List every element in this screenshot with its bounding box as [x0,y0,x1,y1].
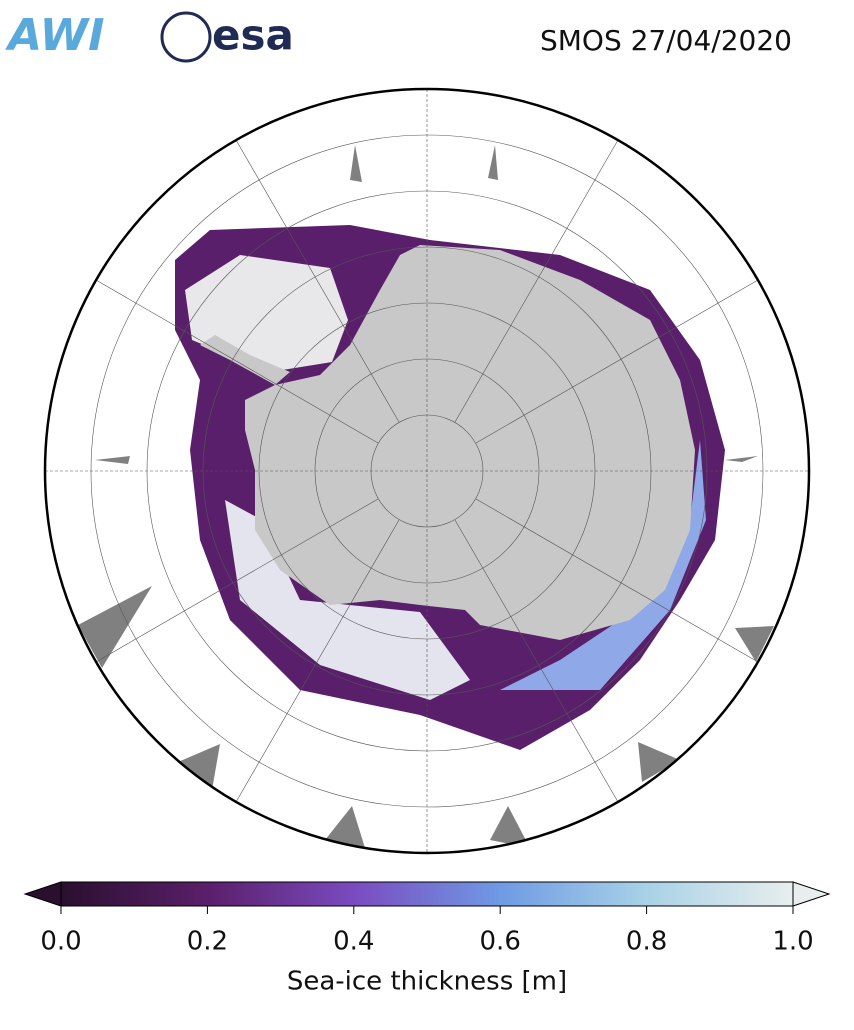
map-boundary [43,87,811,855]
colorbar-tick-label: 0.0 [40,927,81,957]
colorbar-extend-high [792,881,831,907]
esa-logo-mark [160,11,212,63]
peninsula [200,335,290,385]
thick-ice-ross [225,500,470,700]
colorbar-ramp [60,881,794,907]
colorbar-label: Sea-ice thickness [m] [287,967,567,997]
title: SMOS 27/04/2020 [540,24,792,57]
esa-logo: esa [212,11,294,60]
colorbar-tick-label: 0.4 [333,927,374,957]
colorbar-tick-label: 0.2 [187,927,228,957]
awi-logo: AWI [5,10,105,61]
map [45,89,809,853]
colorbar-tick-label: 1.0 [772,927,813,957]
antarctica [245,245,695,640]
colorbar-extend-low [23,881,62,907]
colorbar-tick-label: 0.8 [626,927,667,957]
graticule [45,89,809,853]
colorbar-tick-label: 0.6 [480,927,521,957]
ice-edge [500,440,706,690]
land-patches [78,145,774,848]
colorbar [23,881,831,907]
